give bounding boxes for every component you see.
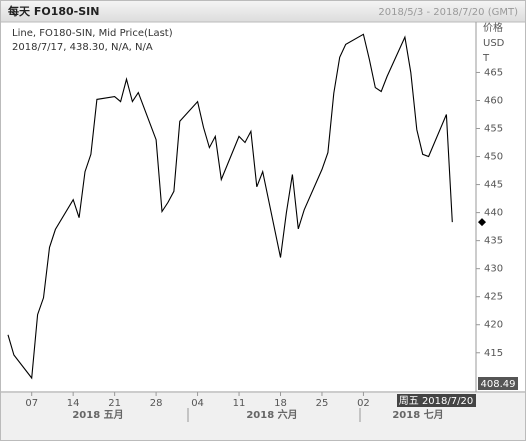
- cursor-box: [397, 394, 476, 407]
- y-tick-label: 450: [484, 152, 503, 163]
- month-label: 2018 七月: [392, 408, 443, 421]
- x-tick-label: 04: [191, 398, 204, 409]
- y-tick-label: 425: [484, 292, 503, 303]
- bottom-value-label: 408.49: [481, 379, 516, 390]
- y-tick-label: 465: [484, 67, 503, 78]
- chart-subtitle: 2018/5/3 - 2018/7/20 (GMT): [378, 7, 518, 18]
- y-tick-label: 430: [484, 264, 503, 275]
- last-value-marker: [478, 218, 486, 227]
- y-tick-label: 435: [484, 236, 503, 247]
- y-tick-label: 415: [484, 348, 503, 359]
- x-tick-label: 02: [357, 398, 370, 409]
- price-line: [7, 33, 453, 380]
- x-tick-label: 18: [274, 398, 287, 409]
- y-tick-label: 455: [484, 124, 503, 135]
- x-tick-label: 11: [233, 398, 246, 409]
- month-label: 2018 五月: [72, 409, 123, 421]
- y-axis-label: 价格: [483, 21, 503, 34]
- readout: 2018/7/17, 438.30, N/A, N/A: [12, 42, 153, 53]
- y-tick-label: 440: [484, 208, 503, 219]
- cursor-label: 周五 2018/7/20: [399, 395, 473, 407]
- x-tick-label: 21: [108, 398, 121, 409]
- bottom-value-box: [478, 377, 518, 390]
- y-axis-label: USD: [483, 38, 505, 49]
- x-tick-label: 07: [25, 398, 38, 409]
- x-tick-label: 14: [67, 398, 80, 409]
- y-tick-label: 420: [484, 320, 503, 331]
- y-tick-label: 460: [484, 95, 503, 106]
- month-label: 2018 六月: [246, 408, 297, 421]
- y-tick-label: 445: [484, 180, 503, 191]
- legend-text: Line, FO180-SIN, Mid Price(Last): [12, 28, 173, 39]
- x-tick-label: 28: [150, 398, 163, 409]
- x-tick-label: 25: [316, 398, 329, 409]
- chart-title: 每天 FO180-SIN: [8, 4, 99, 18]
- header: [1, 1, 525, 22]
- y-axis-label: T: [482, 53, 490, 64]
